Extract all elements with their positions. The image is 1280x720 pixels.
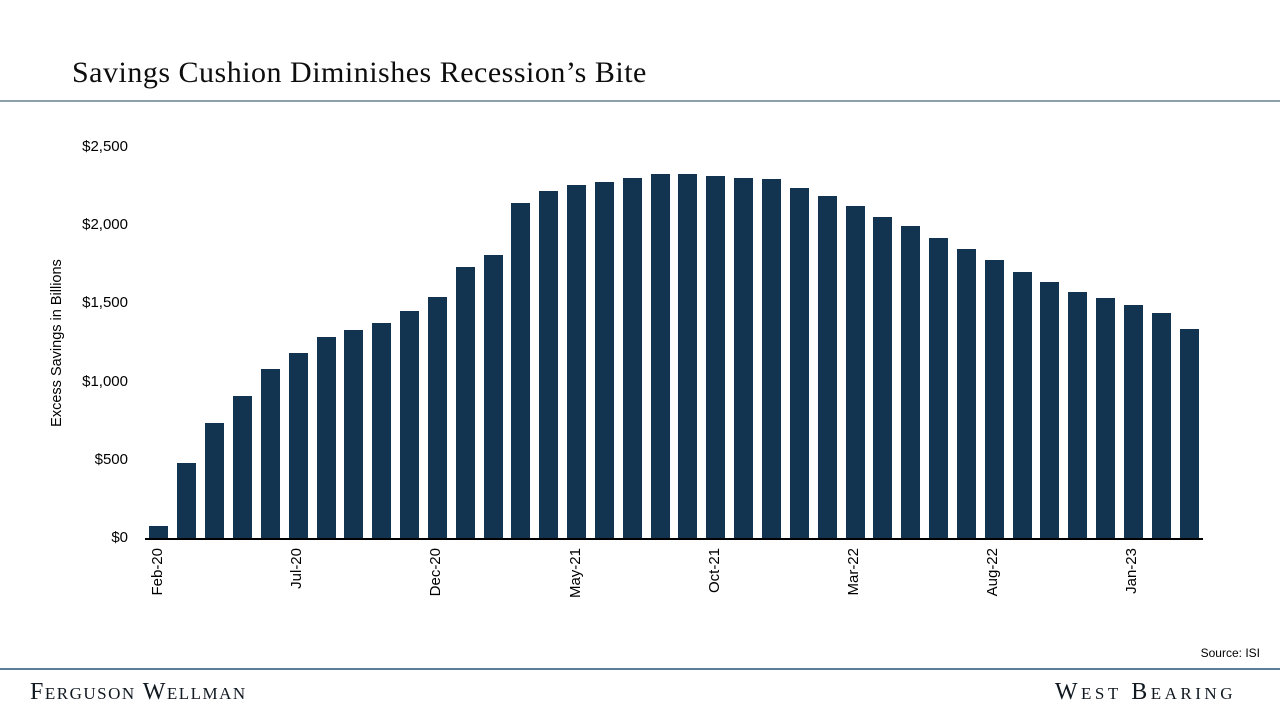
bar-Jan-21	[455, 266, 475, 538]
x-tick-label: Mar-22	[845, 548, 862, 596]
bar-Nov-20	[400, 311, 419, 538]
bar-Feb-23	[1151, 312, 1171, 538]
x-tick-label: Feb-20	[148, 548, 166, 596]
x-tick-label: May-21	[566, 548, 584, 599]
bar-Jan-23	[1123, 305, 1143, 538]
y-tick-label: $1,500	[82, 294, 128, 312]
bar-May-20	[232, 395, 252, 538]
source-note: Source: ISI	[1200, 646, 1260, 660]
bar-Dec-22	[1096, 297, 1116, 538]
y-tick-label: $1,000	[82, 372, 128, 390]
y-tick-label: $2,500	[82, 138, 128, 155]
bar-Sep-21	[678, 174, 698, 538]
bar-Dec-21	[761, 179, 781, 538]
bar-Aug-20	[316, 337, 336, 538]
bar-Oct-21	[706, 175, 726, 538]
bar-Mar-23	[1179, 329, 1199, 538]
x-tick-label: Dec-20	[427, 548, 445, 597]
bar-Jul-22	[956, 249, 976, 538]
bar-Feb-20	[149, 526, 169, 538]
x-tick-label: Oct-21	[705, 548, 723, 594]
bar-Apr-20	[205, 423, 225, 538]
bar-Jun-22	[929, 237, 948, 538]
y-tick-label: $2,000	[82, 216, 128, 234]
bar-Mar-22	[845, 205, 865, 538]
page-title: Savings Cushion Diminishes Recession’s B…	[72, 56, 647, 89]
bar-Jul-21	[622, 177, 642, 538]
y-axis-title: Excess Savings in Billions	[49, 259, 65, 427]
bar-Oct-20	[372, 322, 392, 538]
title-divider-rule	[0, 100, 1280, 102]
bar-Aug-22	[984, 260, 1004, 538]
brand-ferguson-wellman: Ferguson Wellman	[30, 679, 247, 705]
y-tick-label: $0	[111, 529, 128, 546]
bar-Apr-22	[873, 216, 893, 538]
bar-May-22	[901, 226, 921, 538]
bar-Jul-20	[288, 352, 308, 538]
bar-Dec-20	[427, 297, 447, 538]
bar-Jan-22	[789, 187, 809, 538]
bar-Aug-21	[650, 173, 670, 538]
bar-May-21	[567, 185, 587, 538]
bar-Oct-22	[1040, 282, 1060, 538]
x-tick-label: Jul-20	[288, 548, 306, 589]
bar-Nov-21	[734, 177, 754, 538]
y-tick-label: $500	[94, 450, 128, 468]
bar-Nov-22	[1068, 291, 1088, 538]
bar-Sep-20	[344, 330, 364, 538]
bar-Sep-22	[1012, 272, 1032, 538]
bar-chart-plot-area	[145, 147, 1203, 540]
x-tick-label: Aug-22	[984, 548, 1002, 597]
bar-Apr-21	[539, 190, 559, 538]
footer-divider-rule	[0, 668, 1280, 670]
bar-Feb-21	[483, 254, 503, 538]
bar-Jun-20	[260, 369, 280, 538]
bar-Mar-21	[511, 202, 531, 538]
bar-Feb-22	[817, 195, 837, 538]
x-tick-label: Jan-23	[1123, 548, 1141, 594]
bar-Mar-20	[177, 462, 197, 538]
brand-west-bearing: West Bearing	[1054, 679, 1236, 705]
bar-Jun-21	[594, 182, 614, 538]
